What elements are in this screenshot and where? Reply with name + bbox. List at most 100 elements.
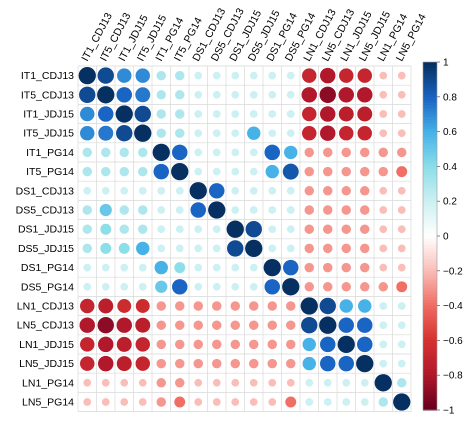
colorbar-segment (423, 337, 437, 341)
cell-circle-2-10 (268, 110, 277, 118)
cell-circle-11-10 (264, 279, 280, 295)
cell-circle-7-17 (397, 206, 406, 214)
cell-circle-16-0 (83, 378, 92, 387)
cell-circle-1-1 (97, 86, 115, 104)
cell-circle-14-4 (156, 339, 166, 350)
cell-circle-12-6 (193, 301, 203, 311)
colorbar-segment (423, 357, 437, 362)
row-label: DS1_CDJ13 (16, 185, 75, 197)
cell-circle-16-5 (175, 378, 185, 388)
cell-circle-1-4 (156, 90, 166, 100)
cell-circle-13-0 (79, 317, 95, 333)
cell-circle-15-5 (175, 358, 185, 369)
cell-circle-2-4 (156, 109, 166, 119)
colorbar-segment (423, 331, 437, 336)
row-label: IT1_JDJ15 (23, 109, 74, 121)
cell-circle-17-9 (249, 398, 258, 406)
colorbar-segment (423, 282, 437, 286)
cell-circle-1-12 (301, 87, 317, 103)
cell-circle-6-8 (231, 186, 240, 195)
cell-circle-3-6 (194, 129, 203, 138)
cell-circle-2-13 (320, 106, 336, 122)
cell-circle-8-3 (138, 224, 148, 234)
cell-circle-14-11 (286, 339, 296, 350)
cell-circle-2-11 (286, 110, 295, 118)
cell-circle-13-7 (212, 320, 222, 330)
cell-circle-3-12 (302, 125, 317, 141)
cell-circle-12-13 (319, 297, 336, 315)
colorbar-segment (423, 120, 437, 124)
cell-circle-3-2 (116, 124, 133, 142)
colorbar-segment (423, 270, 437, 275)
cell-circle-7-11 (286, 206, 295, 214)
cell-circle-0-1 (97, 67, 114, 84)
cell-circle-12-2 (117, 299, 132, 313)
cell-circle-6-16 (379, 186, 388, 195)
colorbar-segment (423, 64, 437, 69)
cell-circle-0-2 (117, 68, 132, 83)
cell-circle-6-15 (360, 186, 370, 196)
cell-circle-11-8 (231, 282, 240, 291)
cell-circle-3-13 (320, 125, 336, 141)
colorbar-segment (423, 299, 437, 304)
cell-circle-17-10 (268, 398, 277, 406)
row-label: LN1_JDJ15 (19, 339, 74, 351)
cell-circle-2-16 (379, 110, 388, 118)
row-label: IT1_CDJ13 (21, 70, 74, 82)
colorbar-segment (423, 375, 437, 379)
cell-circle-15-15 (356, 354, 374, 373)
cell-circle-16-10 (268, 378, 277, 387)
colorbar-segment (423, 157, 437, 162)
colorbar-segment (423, 166, 437, 170)
cell-circle-10-0 (83, 263, 92, 272)
cell-circle-9-12 (304, 243, 314, 254)
colorbar-segment (423, 76, 437, 80)
row-label: LN5_CDJ13 (17, 320, 74, 332)
colorbar-segment (423, 354, 437, 359)
colorbar-segment (423, 360, 437, 365)
cell-circle-2-0 (80, 106, 95, 122)
cell-circle-1-3 (135, 87, 151, 103)
cell-circle-3-8 (231, 129, 240, 138)
colorbar-segment (423, 334, 437, 339)
cell-circle-9-14 (341, 243, 351, 254)
cell-circle-2-12 (302, 106, 317, 122)
cell-circle-14-17 (397, 340, 406, 349)
colorbar-tick-label: 1 (443, 58, 449, 69)
cell-circle-1-8 (231, 90, 240, 99)
colorbar-segment (423, 386, 437, 391)
cell-circle-14-8 (230, 339, 240, 350)
colorbar-segment (423, 169, 437, 173)
cell-circle-8-9 (245, 220, 262, 238)
row-label: LN5_PG14 (22, 397, 74, 409)
cell-circle-13-10 (267, 320, 277, 330)
cell-circle-17-12 (305, 398, 314, 406)
cell-circle-1-13 (319, 86, 336, 104)
cell-circle-12-4 (156, 301, 166, 311)
cell-circle-12-0 (80, 298, 95, 314)
colorbar-segment (423, 111, 437, 115)
cell-circle-5-1 (101, 166, 111, 177)
cell-circle-6-12 (304, 186, 314, 196)
cell-circle-10-1 (101, 263, 110, 272)
colorbar-segment (423, 114, 437, 118)
colorbar-segment (423, 265, 437, 269)
cell-circle-15-8 (230, 358, 240, 369)
cell-circle-0-6 (194, 71, 203, 80)
cell-circle-0-7 (212, 71, 221, 80)
cell-circle-13-15 (357, 317, 373, 333)
cell-circle-4-2 (119, 147, 129, 158)
cell-circle-3-17 (397, 129, 406, 138)
cell-circle-4-8 (231, 148, 240, 157)
colorbar-segment (423, 233, 437, 237)
cell-circle-12-3 (135, 299, 150, 313)
cell-circle-15-10 (267, 358, 277, 369)
cell-circle-12-11 (286, 301, 296, 311)
cell-circle-6-0 (83, 186, 92, 195)
cell-circle-10-8 (231, 263, 240, 272)
cell-circle-9-13 (323, 243, 333, 254)
row-label: DS5_JDJ15 (18, 243, 74, 255)
colorbar-segment (423, 369, 437, 373)
cell-circle-6-10 (268, 186, 277, 195)
cell-circle-1-5 (175, 90, 185, 100)
